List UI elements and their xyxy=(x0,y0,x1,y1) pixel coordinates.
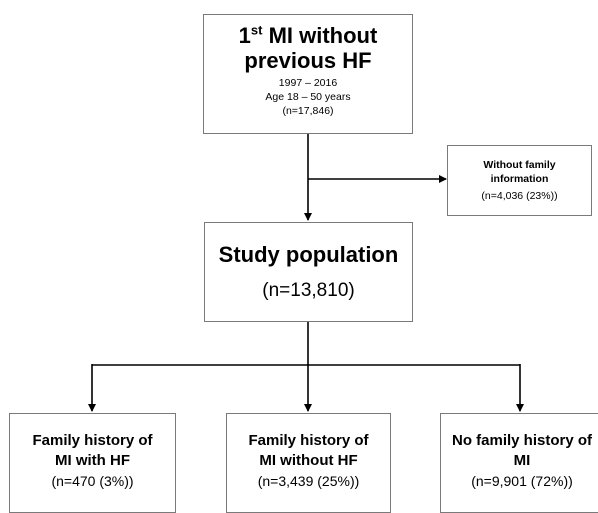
exclusion-label-line1: Without family xyxy=(483,158,556,171)
exclusion-label-line2: information xyxy=(490,172,549,185)
box-group-mi-without-hf: Family history of MI without HF (n=3,439… xyxy=(226,413,391,513)
box-study-population: Study population (n=13,810) xyxy=(204,222,413,322)
study-population-title: Study population xyxy=(218,242,399,267)
group-1-count: (n=470 (3%)) xyxy=(51,473,134,489)
first-mi-count: (n=17,846) xyxy=(282,105,334,117)
group-3-line1: No family history of xyxy=(451,432,593,449)
group-2-line2: MI without HF xyxy=(259,452,358,469)
group-3-line2: MI xyxy=(513,452,531,469)
first-mi-age: Age 18 – 50 years xyxy=(265,91,351,103)
group-2-line1: Family history of xyxy=(248,432,369,449)
box-without-family-info: Without family information (n=4,036 (23%… xyxy=(447,145,592,216)
group-2-count: (n=3,439 (25%)) xyxy=(257,473,360,489)
study-population-count: (n=13,810) xyxy=(262,280,355,301)
box-group-no-family-history: No family history of MI (n=9,901 (72%)) xyxy=(440,413,598,513)
exclusion-count: (n=4,036 (23%)) xyxy=(481,189,558,202)
first-mi-title-line1: 1st MI without xyxy=(238,22,378,48)
box-group-mi-with-hf: Family history of MI with HF (n=470 (3%)… xyxy=(9,413,176,513)
group-3-count: (n=9,901 (72%)) xyxy=(471,473,573,489)
group-1-line1: Family history of xyxy=(32,432,153,449)
box-first-mi: 1st MI without previous HF 1997 – 2016 A… xyxy=(203,14,413,134)
group-1-line2: MI with HF xyxy=(55,452,130,469)
first-mi-years: 1997 – 2016 xyxy=(278,77,338,89)
first-mi-title-line2: previous HF xyxy=(244,48,372,73)
